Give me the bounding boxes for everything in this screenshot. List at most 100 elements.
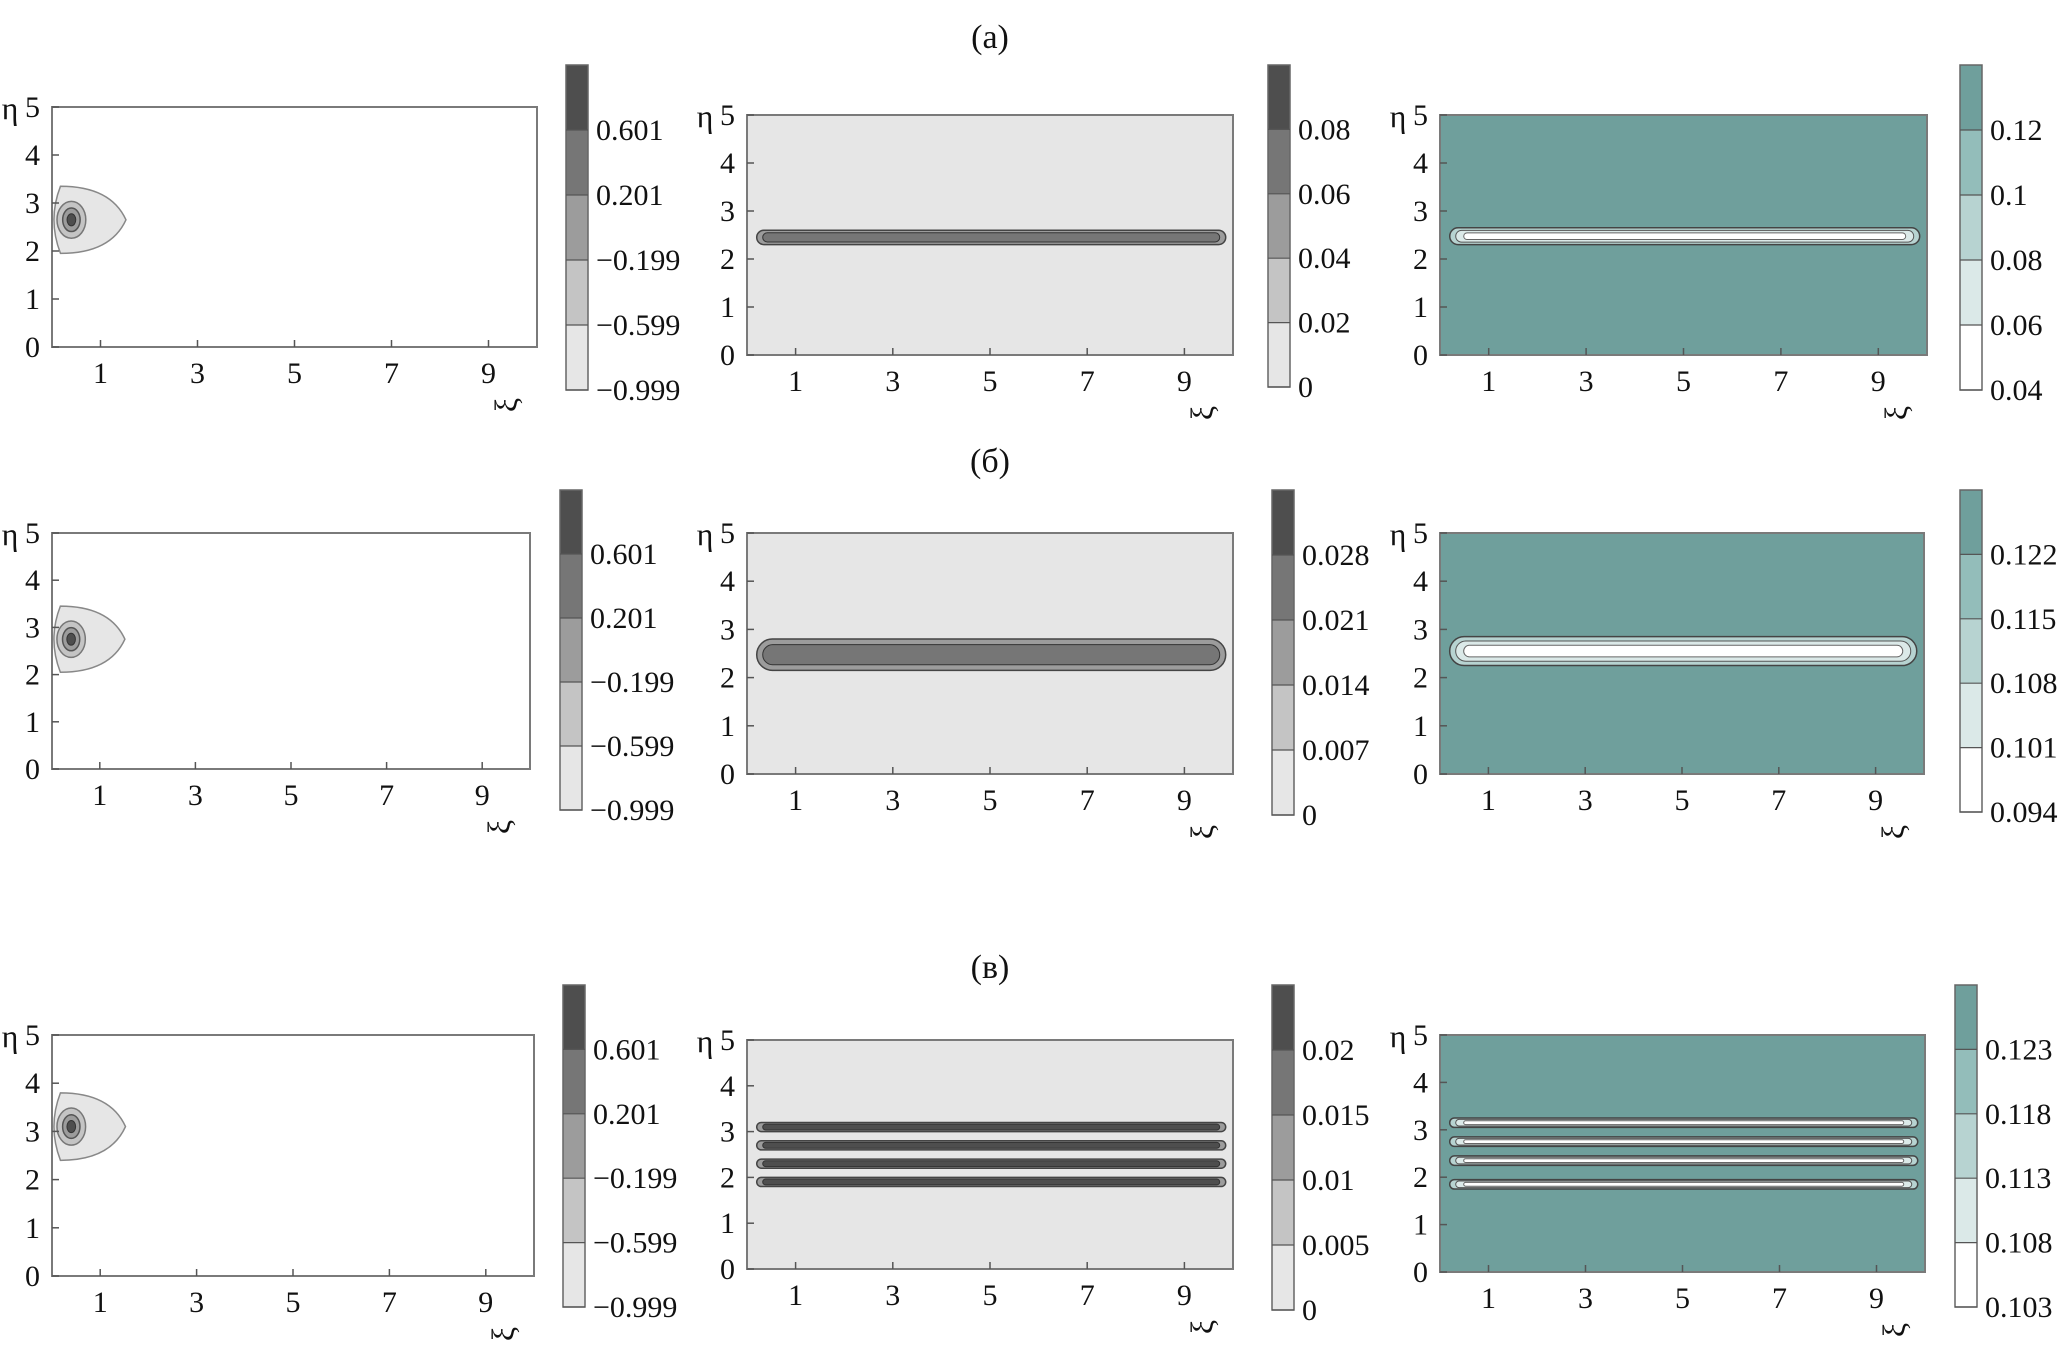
colorbar-segment — [560, 746, 582, 810]
colorbar-label: 0.122 — [1990, 538, 2058, 571]
x-tick-label: 3 — [885, 784, 900, 817]
colorbar-segment — [1955, 1113, 1977, 1179]
colorbar-label: 0.007 — [1302, 734, 1370, 767]
x-tick-label: 5 — [286, 1286, 301, 1319]
colorbar-segment — [566, 195, 588, 260]
x-tick-label: 3 — [189, 1286, 204, 1319]
y-tick-label: 3 — [720, 195, 735, 228]
colorbar-segment — [1960, 195, 1982, 260]
colorbar-segment — [1960, 325, 1982, 390]
y-tick-label: 3 — [25, 1115, 40, 1148]
colorbar-label: 0.014 — [1302, 669, 1370, 702]
colorbar-segment — [566, 130, 588, 195]
panel-0-1: 1 3 5 7 9 0 1 2 3 4 5 ξ η — [697, 98, 1234, 420]
colorbar-segment — [1272, 1050, 1294, 1115]
x-tick-label: 7 — [382, 1286, 397, 1319]
y-tick-label: 4 — [25, 564, 40, 597]
colorbar-segment — [566, 65, 588, 130]
colorbar-segment — [1960, 683, 1982, 748]
colorbar-0-0: 0.601 0.201 −0.199 −0.599 −0.999 — [565, 64, 680, 407]
contour-band-inner — [762, 1123, 1221, 1131]
x-tick-label: 5 — [1675, 1282, 1690, 1315]
colorbar-label: 0.021 — [1302, 604, 1370, 637]
contour-band-inner — [1463, 1181, 1905, 1187]
y-tick-label: 0 — [1413, 1256, 1428, 1289]
x-tick-label: 3 — [885, 365, 900, 398]
colorbar-label: −0.599 — [596, 309, 680, 342]
x-tick-label: 5 — [1675, 784, 1690, 817]
colorbar-label: 0.201 — [593, 1098, 661, 1131]
y-tick-label: 2 — [1413, 662, 1428, 695]
y-tick-label: 0 — [1413, 758, 1428, 791]
y-tick-label: 3 — [720, 1116, 735, 1149]
colorbar-segment — [1272, 555, 1294, 620]
x-tick-label: 7 — [379, 779, 394, 812]
y-tick-label: 1 — [1413, 710, 1428, 743]
colorbar-2-2: 0.123 0.118 0.113 0.108 0.103 — [1954, 984, 2053, 1324]
x-axis-label: ξ — [1875, 825, 1911, 839]
colorbar-label: 0 — [1298, 371, 1313, 404]
y-tick-label: 1 — [25, 706, 40, 739]
y-tick-label: 3 — [25, 611, 40, 644]
x-tick-label: 9 — [475, 779, 490, 812]
colorbar-label: 0.04 — [1298, 242, 1351, 275]
y-axis-label: η — [697, 1023, 714, 1059]
colorbar-label: −0.199 — [596, 244, 680, 277]
y-tick-label: 0 — [25, 1260, 40, 1293]
row-label-v: (в) — [971, 949, 1010, 986]
x-tick-label: 5 — [983, 784, 998, 817]
panel-0-2: 1 3 5 7 9 0 1 2 3 4 5 ξ η — [1390, 98, 1928, 420]
x-axis-label: ξ — [485, 1327, 521, 1341]
y-tick-label: 2 — [25, 235, 40, 268]
colorbar-label: 0.108 — [1990, 667, 2058, 700]
y-tick-label: 5 — [25, 91, 40, 124]
x-tick-label: 1 — [1481, 784, 1496, 817]
colorbar-segment — [1272, 685, 1294, 750]
colorbar-segment — [1955, 1049, 1977, 1114]
x-tick-label: 3 — [1578, 1282, 1593, 1315]
y-axis-label: η — [1390, 516, 1407, 552]
x-tick-label: 1 — [1481, 365, 1496, 398]
x-axis-label: ξ — [1878, 406, 1914, 420]
x-tick-label: 7 — [1080, 1279, 1095, 1312]
y-axis-label: η — [2, 1018, 19, 1054]
panel-0-0: 1 3 5 7 9 0 1 2 3 4 5 ξ η — [2, 90, 538, 412]
colorbar-label: 0.115 — [1990, 603, 2056, 636]
colorbar-segment — [1955, 1242, 1977, 1307]
x-tick-label: 3 — [1579, 365, 1594, 398]
y-axis-label: η — [2, 90, 19, 126]
colorbar-segment — [1268, 258, 1290, 323]
x-tick-label: 5 — [287, 357, 302, 390]
contour-drop-core — [66, 213, 77, 227]
colorbar-label: 0.601 — [590, 538, 658, 571]
y-tick-label: 4 — [720, 147, 735, 180]
colorbar-segment — [1955, 985, 1977, 1050]
colorbar-segment — [563, 1178, 585, 1243]
colorbar-label: 0.04 — [1990, 374, 2043, 407]
x-tick-label: 7 — [1771, 784, 1786, 817]
y-tick-label: 2 — [720, 243, 735, 276]
x-tick-label: 9 — [481, 357, 496, 390]
y-tick-label: 1 — [720, 710, 735, 743]
colorbar-label: −0.999 — [593, 1291, 677, 1324]
colorbar-segment — [1272, 490, 1294, 555]
colorbar-segment — [1268, 65, 1290, 130]
colorbar-segment — [1960, 65, 1982, 130]
y-tick-label: 5 — [720, 99, 735, 132]
x-tick-label: 5 — [983, 1279, 998, 1312]
colorbar-0-2: 0.12 0.1 0.08 0.06 0.04 — [1959, 64, 2043, 407]
colorbar-label: −0.599 — [590, 730, 674, 763]
colorbar-segment — [1960, 747, 1982, 812]
colorbar-segment — [560, 554, 582, 618]
y-axis-label: η — [697, 516, 714, 552]
colorbar-label: 0.123 — [1985, 1033, 2053, 1066]
y-tick-label: 4 — [1413, 147, 1428, 180]
y-tick-label: 0 — [1413, 339, 1428, 372]
y-tick-label: 2 — [1413, 243, 1428, 276]
y-tick-label: 3 — [1413, 195, 1428, 228]
colorbar-label: 0.601 — [593, 1033, 661, 1066]
contour-band-inner — [762, 232, 1221, 243]
colorbar-segment — [563, 1242, 585, 1307]
y-tick-label: 4 — [1413, 565, 1428, 598]
y-tick-label: 1 — [720, 1207, 735, 1240]
